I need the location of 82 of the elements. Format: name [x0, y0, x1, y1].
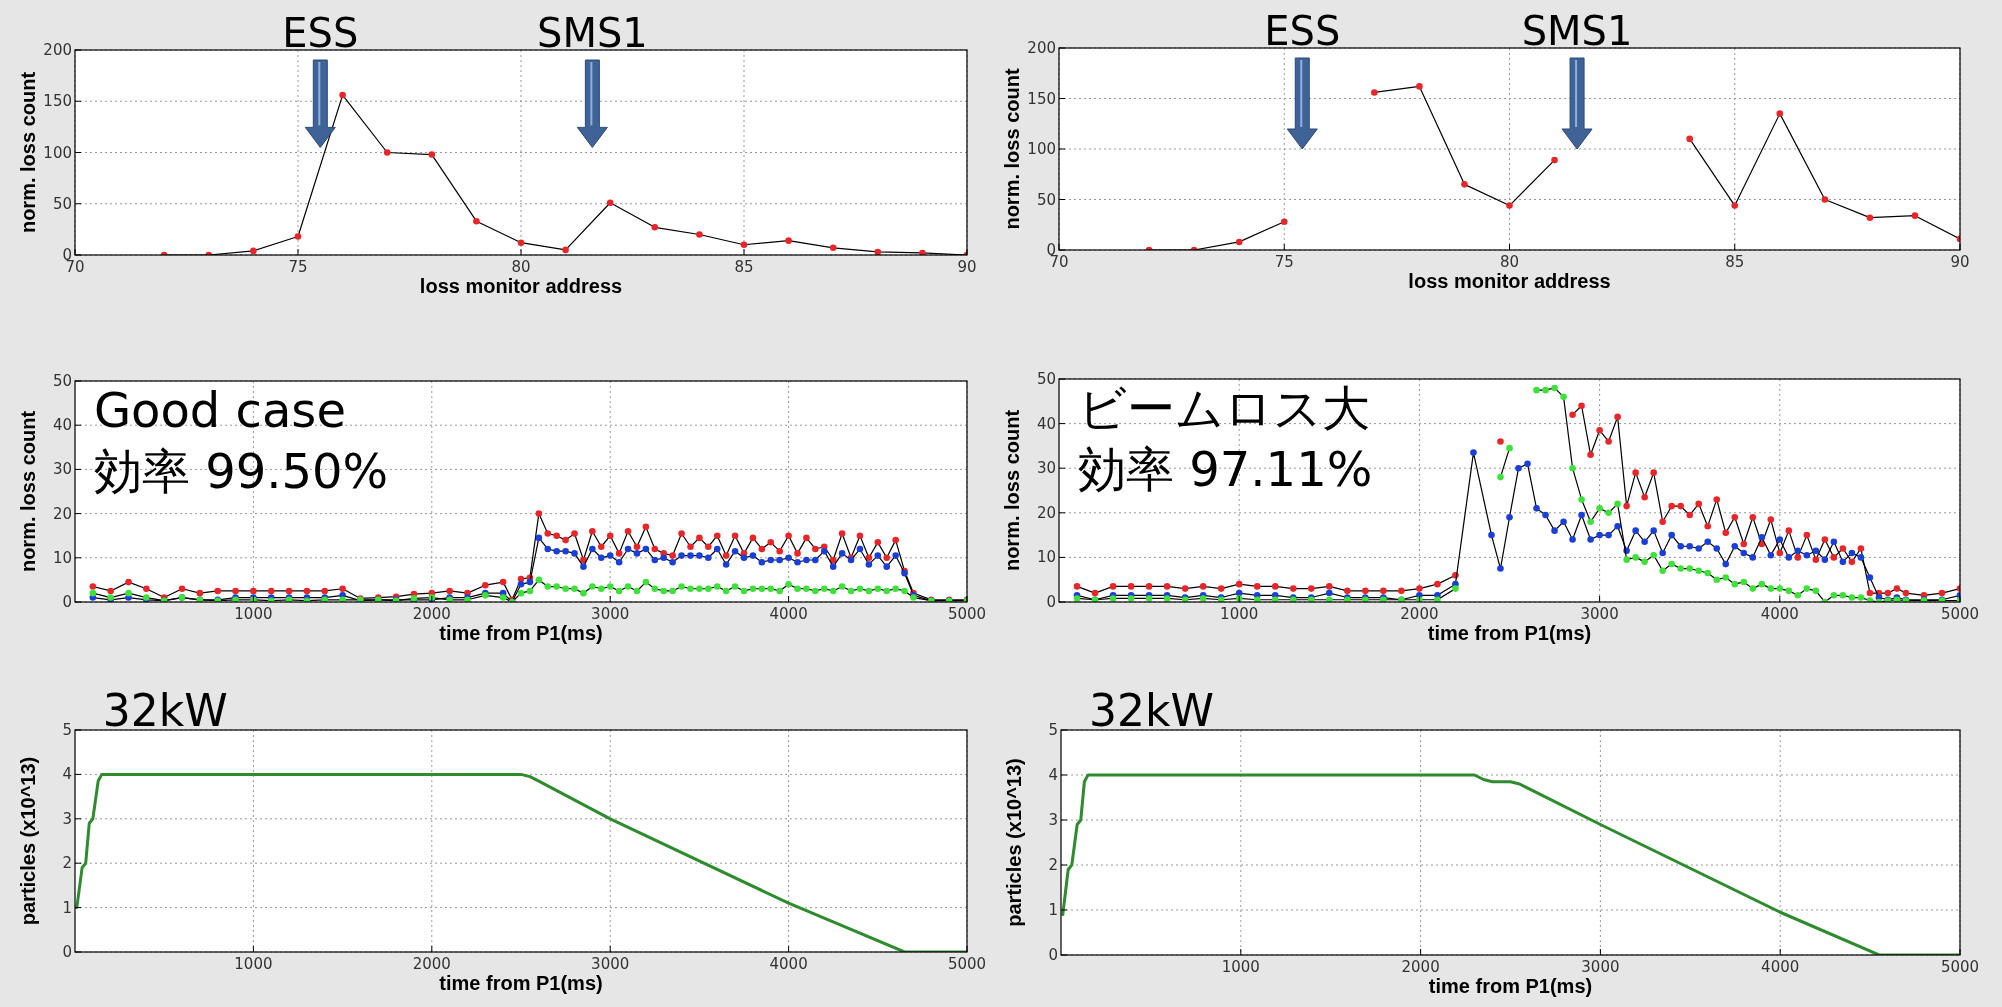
x-tick-label: 85: [734, 258, 754, 276]
x-tick-label: 80: [1499, 253, 1520, 271]
annotation: SMS1: [536, 10, 648, 56]
y-tick-label: 30: [52, 460, 72, 479]
x-tick-label: 4000: [1761, 958, 1800, 976]
x-tick-label: 2000: [1400, 605, 1439, 623]
y-tick-label: 150: [43, 92, 72, 111]
y-tick-label: 4: [1048, 766, 1058, 784]
y-tick-label: 5: [62, 721, 72, 739]
y-tick-label: 0: [62, 593, 72, 611]
x-tick-label: 3000: [1581, 958, 1620, 976]
x-axis-title: time from P1(ms): [439, 972, 603, 994]
annotation: ESS: [1264, 8, 1341, 54]
y-tick-label: 2: [62, 854, 72, 873]
x-tick-label: 90: [957, 258, 977, 276]
annotation: ビームロス大: [1078, 380, 1371, 436]
x-tick-label: 80: [511, 258, 531, 276]
x-tick-label: 4000: [1760, 605, 1799, 623]
x-tick-label: 5000: [947, 955, 987, 973]
y-tick-label: 50: [1036, 190, 1056, 209]
y-tick-label: 3: [62, 809, 72, 828]
y-axis-title: norm. loss count: [1001, 68, 1023, 230]
x-tick-label: 5000: [947, 605, 987, 623]
y-tick-label: 40: [52, 416, 72, 435]
x-axis-title: time from P1(ms): [1427, 622, 1592, 644]
y-axis-title: norm. loss count: [17, 410, 39, 573]
y-tick-label: 100: [1027, 140, 1056, 158]
y-tick-label: 20: [1036, 503, 1056, 522]
x-tick-label: 2000: [412, 955, 451, 973]
annotation: 効率 97.11%: [1078, 441, 1373, 497]
x-axis-title: time from P1(ms): [1428, 975, 1593, 997]
y-tick-label: 20: [52, 504, 72, 523]
x-tick-label: 3000: [591, 605, 630, 623]
y-tick-label: 1: [62, 898, 72, 917]
x-tick-label: 2000: [412, 605, 451, 623]
y-axis-title: particles (x10^13): [17, 756, 39, 926]
annotation: 32kW: [1088, 685, 1214, 736]
x-tick-label: 3000: [1580, 605, 1619, 623]
annotation: 効率 99.50%: [93, 443, 389, 499]
y-tick-label: 200: [43, 41, 72, 59]
y-tick-label: 0: [62, 943, 72, 961]
annotation: ESS: [282, 10, 359, 56]
y-tick-label: 10: [1036, 548, 1056, 567]
y-tick-label: 0: [1046, 593, 1056, 611]
x-tick-label: 5000: [1940, 958, 1980, 976]
x-axis-title: loss monitor address: [1408, 270, 1611, 292]
y-tick-label: 150: [1027, 89, 1056, 108]
y-tick-label: 2: [1048, 856, 1058, 874]
x-tick-label: 75: [1274, 253, 1294, 271]
y-tick-label: 5: [1048, 721, 1058, 739]
x-axis-title: loss monitor address: [419, 275, 623, 297]
y-tick-label: 0: [1048, 946, 1058, 964]
y-axis-title: norm. loss count: [17, 71, 39, 234]
x-tick-label: 1000: [234, 955, 273, 973]
y-tick-label: 50: [52, 194, 72, 213]
annotation: SMS1: [1521, 8, 1633, 54]
x-tick-label: 4000: [769, 605, 808, 623]
y-axis-title: particles (x10^13): [1003, 758, 1025, 927]
annotation: Good case: [93, 382, 346, 438]
x-axis-title: time from P1(ms): [439, 622, 603, 644]
x-tick-label: 1000: [1221, 958, 1260, 976]
x-tick-label: 1000: [234, 605, 273, 623]
y-tick-label: 40: [1036, 414, 1056, 433]
x-tick-label: 75: [288, 258, 308, 276]
y-tick-label: 3: [1048, 811, 1058, 829]
y-tick-label: 200: [1027, 39, 1056, 57]
x-tick-label: 2000: [1401, 958, 1440, 976]
x-tick-label: 1000: [1220, 605, 1259, 623]
x-tick-label: 4000: [769, 955, 808, 973]
y-tick-label: 1: [1048, 901, 1058, 919]
x-tick-label: 90: [1950, 253, 1970, 271]
y-tick-label: 4: [62, 765, 72, 784]
y-tick-label: 30: [1036, 459, 1056, 478]
y-tick-label: 10: [52, 548, 72, 567]
x-tick-label: 85: [1725, 253, 1745, 271]
annotation: 32kW: [102, 685, 228, 736]
y-tick-label: 50: [1036, 370, 1056, 388]
y-tick-label: 100: [43, 143, 72, 162]
x-tick-label: 3000: [591, 955, 630, 973]
x-tick-label: 5000: [1940, 605, 1980, 623]
y-tick-label: 50: [52, 372, 72, 390]
y-axis-title: norm. loss count: [1001, 409, 1023, 572]
